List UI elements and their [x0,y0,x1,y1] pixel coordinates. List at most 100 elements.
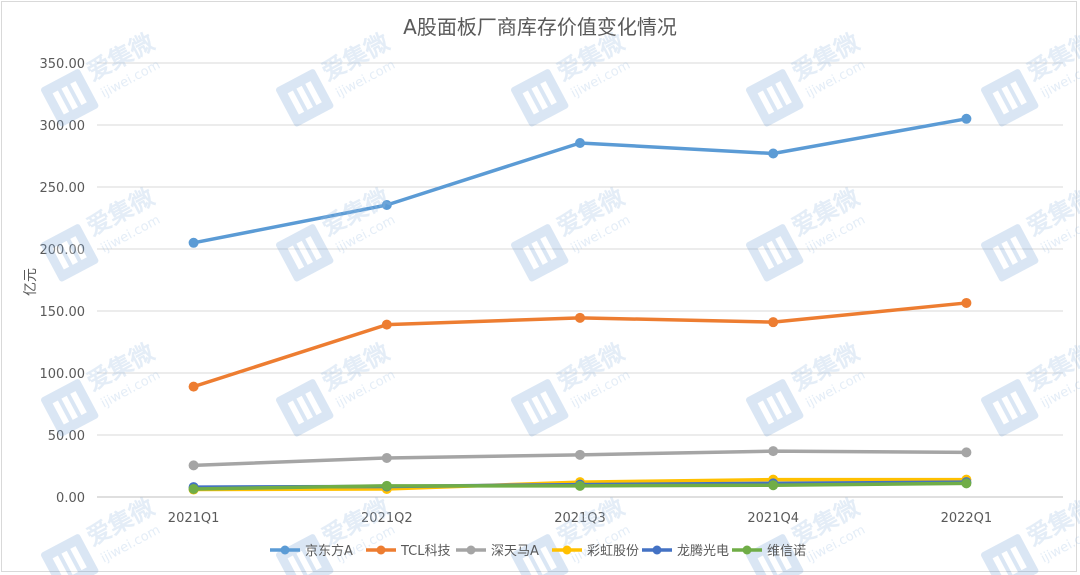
data-point [188,237,199,248]
watermark-logo-mark [41,69,99,127]
watermark-logo-bar [61,85,78,110]
legend-item: 龙腾光电 [642,543,729,559]
watermark-logo-bar [1001,550,1018,575]
watermark-logo-bar [296,85,313,110]
watermark-logo-mark [41,534,99,575]
data-point [381,319,392,330]
watermark-logo-bar [992,555,1010,575]
legend-marker [376,545,386,555]
y-tick-label: 350.00 [40,57,86,72]
y-tick-label: 50.00 [48,429,85,444]
watermark-logo-bar [522,555,540,575]
watermark-logo-bar [52,555,70,575]
data-point [768,480,779,491]
legend-label: 龙腾光电 [677,543,729,559]
x-tick-label: 2021Q2 [361,511,413,526]
data-point [961,447,972,458]
watermark-logo-mark [511,379,569,437]
watermark-logo-bar [766,395,783,420]
watermark-logo-bar [70,81,87,106]
watermark-logo-bar [766,550,783,575]
watermark-logo-bar [757,555,775,575]
watermark-logo-bar [61,240,78,265]
watermark-logo-mark [746,379,804,437]
watermark-logo-bar [775,546,792,571]
data-point [961,297,972,308]
watermark-logo-bar [305,391,322,416]
data-point [188,460,199,471]
legend-marker [466,545,476,555]
legend-marker [652,545,662,555]
watermark-logo-bar [1001,85,1018,110]
watermark-logo-bar [992,400,1010,425]
data-point [575,137,585,148]
watermark-logo-bar [1010,81,1027,106]
series-2 [188,446,972,471]
watermark-logo-mark [276,69,334,127]
watermark-logo-bar [540,81,557,106]
watermark-logo-bar [766,240,783,265]
series-lines [188,113,972,495]
data-point [575,449,585,460]
watermark-logo-bar [296,240,313,265]
watermark-logo-bar [1010,546,1027,571]
y-axis-label: 亿元 [23,268,39,296]
watermark-logo-bar [61,550,78,575]
watermark-logo-bar [775,236,792,261]
watermark-logo-mark [981,534,1039,575]
watermark-logo-mark [511,69,569,127]
watermark-logo-bar [305,546,322,571]
legend-item: 维信诺 [732,544,806,559]
legend-item: TCL科技 [366,544,451,559]
legend-label: TCL科技 [400,544,451,559]
series-5 [188,478,972,494]
data-point [381,452,392,463]
watermark-logo-bar [287,245,305,270]
watermark-logo-bar [531,395,548,420]
watermark-logo-mark [981,69,1039,127]
series-1 [188,297,972,392]
watermark-logo-mark [41,379,99,437]
watermark-logo-bar [540,546,557,571]
watermark-logo-bar [775,391,792,416]
legend-label: 彩虹股份 [587,544,639,559]
watermark-logo-bar [61,395,78,420]
watermark-logo-bar [757,245,775,270]
y-tick-label: 250.00 [40,181,86,196]
chart-title: A股面板厂商库存价值变化情况 [403,15,677,39]
y-tick-label: 200.00 [40,243,86,258]
watermark-logo-bar [1010,236,1027,261]
data-point [381,199,392,210]
series-0 [188,113,972,248]
y-tick-label: 300.00 [40,119,86,134]
watermark-logo-bar [305,81,322,106]
watermark-logo-mark [41,224,99,282]
watermark-logo-bar [52,245,70,270]
watermark-logo-bar [775,81,792,106]
watermark-logo-bar [70,546,87,571]
y-tick-label: 0.00 [56,491,85,506]
watermark-logo-bar [522,90,540,115]
data-point [961,113,972,124]
watermark-logo-bar [1001,395,1018,420]
watermark-logo-bar [757,400,775,425]
data-point [575,312,585,323]
watermark-logo-bar [287,555,305,575]
legend-item: 京东方A [270,543,353,559]
data-point [188,483,199,494]
watermark-logo-mark [746,224,804,282]
y-tick-label: 100.00 [40,367,86,382]
watermark-logo-bar [531,85,548,110]
